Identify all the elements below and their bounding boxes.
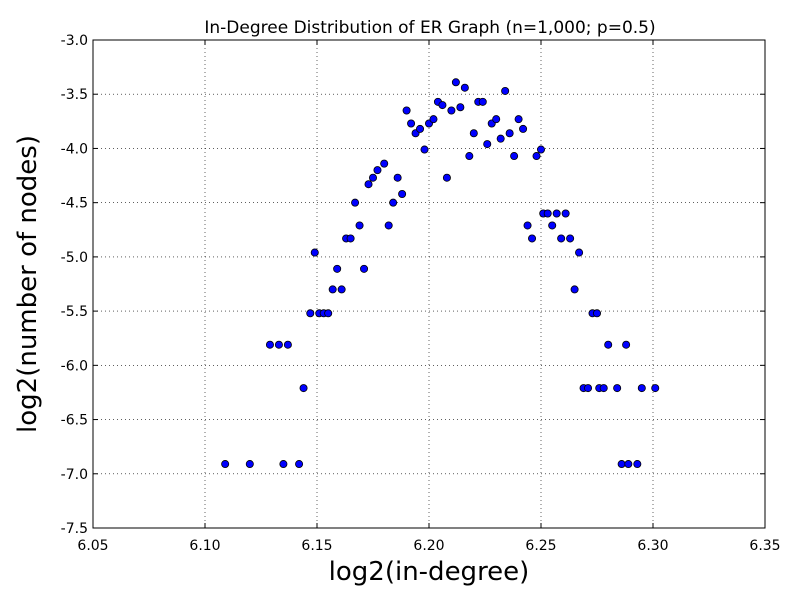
data-point xyxy=(492,115,501,124)
data-point xyxy=(438,101,447,110)
data-point xyxy=(364,180,373,189)
x-axis-ticks: 6.05 6.10 6.15 6.20 6.25 6.30 6.35 xyxy=(77,40,781,554)
data-point xyxy=(532,152,541,161)
data-point xyxy=(306,309,315,318)
x-tick-label: 6.35 xyxy=(749,538,780,554)
data-point xyxy=(324,309,333,318)
data-points xyxy=(221,78,660,469)
y-tick-label: -4.0 xyxy=(61,141,88,157)
y-tick-label: -7.0 xyxy=(61,467,88,483)
data-point xyxy=(622,340,631,349)
data-point xyxy=(537,145,546,154)
x-axis-label: log2(in-degree) xyxy=(329,557,530,587)
data-point xyxy=(295,460,304,469)
data-point xyxy=(561,209,570,218)
data-point xyxy=(566,234,575,243)
data-point xyxy=(633,460,642,469)
y-tick-label: -3.5 xyxy=(61,87,88,103)
data-point xyxy=(398,189,407,198)
data-point xyxy=(447,106,456,115)
data-point xyxy=(299,384,308,393)
data-point xyxy=(460,83,469,92)
data-point xyxy=(402,106,411,115)
x-tick-label: 6.15 xyxy=(301,538,332,554)
data-point xyxy=(637,384,646,393)
x-tick-label: 6.10 xyxy=(189,538,220,554)
y-axis-label: log2(number of nodes) xyxy=(13,135,43,433)
data-point xyxy=(283,340,292,349)
y-tick-label: -5.0 xyxy=(61,250,88,266)
data-point xyxy=(265,340,274,349)
y-tick-label: -3.0 xyxy=(61,33,88,49)
data-point xyxy=(465,152,474,161)
grid-lines xyxy=(93,40,765,528)
data-point xyxy=(599,384,608,393)
y-tick-label: -6.5 xyxy=(61,413,88,429)
data-point xyxy=(380,159,389,168)
y-tick-label: -6.0 xyxy=(61,358,88,374)
x-tick-label: 6.20 xyxy=(413,538,444,554)
data-point xyxy=(548,221,557,230)
data-point xyxy=(355,221,364,230)
data-point xyxy=(351,198,360,207)
data-point xyxy=(651,384,660,393)
data-point xyxy=(373,166,382,175)
data-point xyxy=(552,209,561,218)
data-point xyxy=(478,97,487,106)
data-point xyxy=(384,221,393,230)
data-point xyxy=(360,264,369,273)
data-point xyxy=(393,173,402,182)
data-point xyxy=(505,129,514,138)
data-point xyxy=(328,285,337,294)
x-tick-label: 6.05 xyxy=(77,538,108,554)
data-point xyxy=(451,78,460,87)
data-point xyxy=(337,285,346,294)
y-tick-label: -5.5 xyxy=(61,304,88,320)
data-point xyxy=(245,460,254,469)
data-point xyxy=(570,285,579,294)
data-point xyxy=(624,460,633,469)
data-point xyxy=(584,384,593,393)
y-axis-ticks: -3.0 -3.5 -4.0 -4.5 -5.0 -5.5 -6.0 -6.5 -7.0 -7.5 xyxy=(61,33,765,537)
data-point xyxy=(575,248,584,257)
data-point xyxy=(501,86,510,95)
data-point xyxy=(519,124,528,133)
data-point xyxy=(604,340,613,349)
data-point xyxy=(442,173,451,182)
data-point xyxy=(528,234,537,243)
data-point xyxy=(514,115,523,124)
data-point xyxy=(557,234,566,243)
data-point xyxy=(274,340,283,349)
data-point xyxy=(429,115,438,124)
data-point xyxy=(420,145,429,154)
data-point xyxy=(496,134,505,143)
data-point xyxy=(407,119,416,128)
data-point xyxy=(368,173,377,182)
data-point xyxy=(613,384,622,393)
data-point xyxy=(617,460,626,469)
data-point xyxy=(543,209,552,218)
x-tick-label: 6.25 xyxy=(525,538,556,554)
data-point xyxy=(389,198,398,207)
x-tick-label: 6.30 xyxy=(637,538,668,554)
data-point xyxy=(279,460,288,469)
data-point xyxy=(510,152,519,161)
data-point xyxy=(469,129,478,138)
data-point xyxy=(346,234,355,243)
chart-title: In-Degree Distribution of ER Graph (n=1,… xyxy=(204,18,655,38)
data-point xyxy=(593,309,602,318)
data-point xyxy=(221,460,230,469)
data-point xyxy=(416,124,425,133)
data-point xyxy=(456,103,465,112)
y-tick-label: -4.5 xyxy=(61,196,88,212)
data-point xyxy=(483,140,492,149)
data-point xyxy=(333,264,342,273)
data-point xyxy=(310,248,319,257)
data-point xyxy=(523,221,532,230)
y-tick-label: -7.5 xyxy=(61,521,88,537)
